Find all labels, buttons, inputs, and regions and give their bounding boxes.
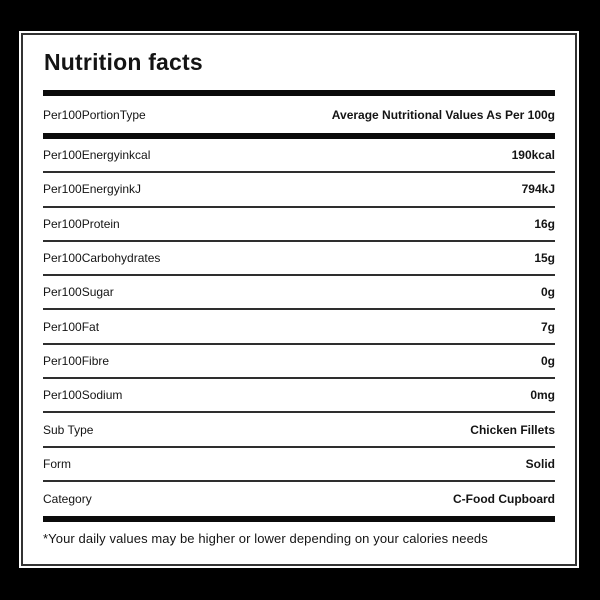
table-row: Per100Carbohydrates 15g <box>43 242 555 277</box>
table-row: Per100Sugar 0g <box>43 276 555 311</box>
section-divider-bottom <box>43 516 555 523</box>
row-label: Category <box>43 492 92 507</box>
row-value: 16g <box>534 216 555 231</box>
table-row: Per100Fat 7g <box>43 310 555 345</box>
table-row: Form Solid <box>43 448 555 482</box>
row-label: Form <box>43 456 71 471</box>
header-row-label: Per100PortionType <box>43 107 146 122</box>
nutrition-rows: Per100Energyinkcal 190kcal Per100Energyi… <box>43 139 555 516</box>
table-row: Per100Fibre 0g <box>43 345 555 380</box>
table-row: Per100Sodium 0mg <box>43 379 555 414</box>
row-label: Sub Type <box>43 422 94 437</box>
table-row: Per100Protein 16g <box>43 208 555 242</box>
row-label: Per100Sodium <box>43 388 123 403</box>
header-row-value: Average Nutritional Values As Per 100g <box>331 107 555 122</box>
row-value: Solid <box>525 456 555 471</box>
table-row: Category C-Food Cupboard <box>43 482 555 516</box>
row-value: 0g <box>540 285 555 300</box>
table-row: Per100Energyinkcal 190kcal <box>43 139 555 174</box>
section-divider-top <box>43 90 555 96</box>
row-value: 0g <box>540 353 555 368</box>
row-value: C-Food Cupboard <box>453 492 555 507</box>
nutrition-facts-card: Nutrition facts Per100PortionType Averag… <box>21 33 577 566</box>
row-label: Per100Energyinkcal <box>43 148 151 163</box>
row-label: Per100Fibre <box>43 353 110 368</box>
page-title: Nutrition facts <box>44 49 203 75</box>
row-value: 15g <box>534 251 555 266</box>
section-divider-middle <box>43 133 555 139</box>
row-label: Per100EnergyinkJ <box>43 182 142 197</box>
row-label: Per100Carbohydrates <box>43 251 161 266</box>
row-value: Chicken Fillets <box>470 422 555 437</box>
row-value: 190kcal <box>511 148 555 163</box>
row-value: 7g <box>540 319 555 334</box>
row-label: Per100Fat <box>43 319 100 334</box>
footer-note: *Your daily values may be higher or lowe… <box>43 531 488 547</box>
row-value: 794kJ <box>521 182 555 197</box>
table-row: Sub Type Chicken Fillets <box>43 413 555 448</box>
table-header-row: Per100PortionType Average Nutritional Va… <box>43 96 555 133</box>
table-row: Per100EnergyinkJ 794kJ <box>43 173 555 208</box>
row-label: Per100Sugar <box>43 285 114 300</box>
row-label: Per100Protein <box>43 216 120 231</box>
row-value: 0mg <box>530 388 555 403</box>
